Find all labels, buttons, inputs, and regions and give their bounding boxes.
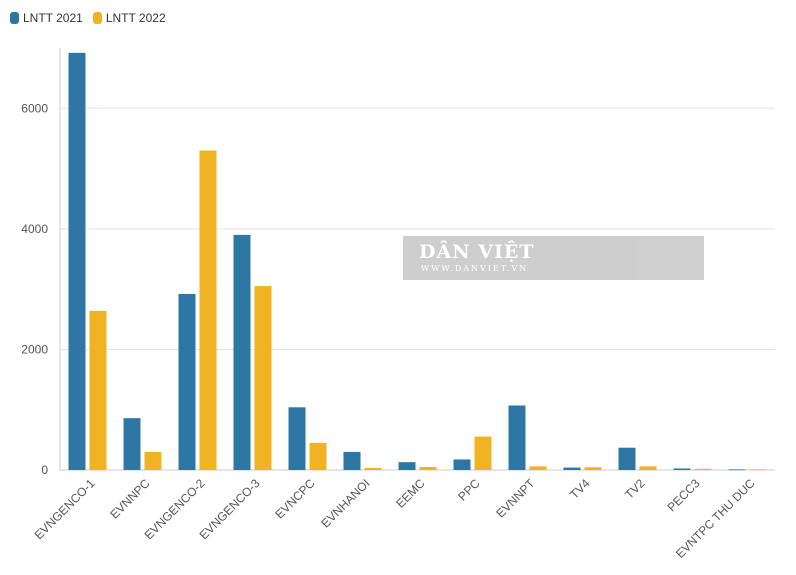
legend-item-2021[interactable]: LNTT 2021	[10, 11, 83, 25]
bar-2021-evncpc[interactable]	[288, 407, 306, 470]
y-axis-ticks: 0 2000 4000 6000	[21, 101, 48, 477]
x-tick-label: PECC3	[664, 476, 702, 514]
bar-2021-ppc[interactable]	[453, 459, 471, 470]
bar-2022-evntpc-thu-duc[interactable]	[749, 469, 767, 471]
bar-2021-tv4[interactable]	[563, 467, 581, 470]
bar-2022-evnhanoi[interactable]	[364, 467, 382, 470]
x-tick-label: EVNHANOI	[318, 476, 372, 530]
bar-2022-evncpc[interactable]	[309, 442, 327, 470]
watermark-subtitle: WWW.DANVIET.VN	[421, 264, 529, 273]
bar-2022-tv2[interactable]	[639, 466, 657, 470]
x-tick-label: TV2	[622, 476, 648, 502]
watermark-title: DÂN VIỆT	[419, 241, 535, 263]
y-tick-label: 6000	[21, 101, 48, 115]
bar-2022-evngenco-3[interactable]	[254, 286, 272, 470]
legend-item-2022[interactable]: LNTT 2022	[92, 11, 166, 25]
bar-2021-evngenco-2[interactable]	[178, 293, 196, 470]
x-tick-label: TV4	[567, 476, 593, 502]
bar-2022-evnnpt[interactable]	[529, 466, 547, 470]
watermark-logo: DÂN VIỆT WWW.DANVIET.VN	[403, 236, 704, 280]
bar-2021-evntpc-thu-duc[interactable]	[728, 469, 746, 471]
bar-2021-evngenco-1[interactable]	[68, 52, 86, 471]
x-tick-label: EVNCPC	[272, 476, 317, 521]
bar-2022-pecc3[interactable]	[694, 468, 712, 470]
x-tick-label: EVNNPT	[493, 476, 538, 521]
bar-2022-evngenco-2[interactable]	[199, 150, 217, 470]
bar-2022-evngenco-1[interactable]	[89, 310, 107, 470]
bar-2021-evngenco-3[interactable]	[233, 234, 251, 470]
legend-swatch-2022	[92, 12, 102, 24]
x-tick-label: PPC	[455, 476, 483, 504]
bar-2022-evnnpc[interactable]	[144, 451, 162, 470]
bar-2021-evnhanoi[interactable]	[343, 451, 361, 470]
bar-2021-evnnpt[interactable]	[508, 405, 526, 470]
bar-2021-pecc3[interactable]	[673, 468, 691, 470]
bar-2021-tv2[interactable]	[618, 447, 636, 470]
legend-label-2022: LNTT 2022	[105, 11, 166, 25]
bar-2021-evnnpc[interactable]	[123, 418, 141, 470]
y-tick-label: 2000	[21, 342, 48, 356]
bar-2022-ppc[interactable]	[474, 436, 492, 470]
y-tick-label: 4000	[21, 222, 48, 236]
bar-2022-tv4[interactable]	[584, 467, 602, 470]
legend-swatch-2021	[10, 12, 19, 24]
bar-2021-eemc[interactable]	[398, 462, 416, 470]
x-tick-label: EEMC	[393, 476, 428, 511]
legend-label-2021: LNTT 2021	[23, 11, 83, 25]
bars	[68, 52, 767, 471]
y-tick-label: 0	[41, 463, 48, 477]
x-tick-label: EVNNPC	[107, 476, 152, 521]
bar-2022-eemc[interactable]	[419, 466, 437, 470]
legend: LNTT 2021 LNTT 2022	[10, 11, 176, 25]
x-tick-label: EVNGENCO-1	[32, 476, 98, 542]
